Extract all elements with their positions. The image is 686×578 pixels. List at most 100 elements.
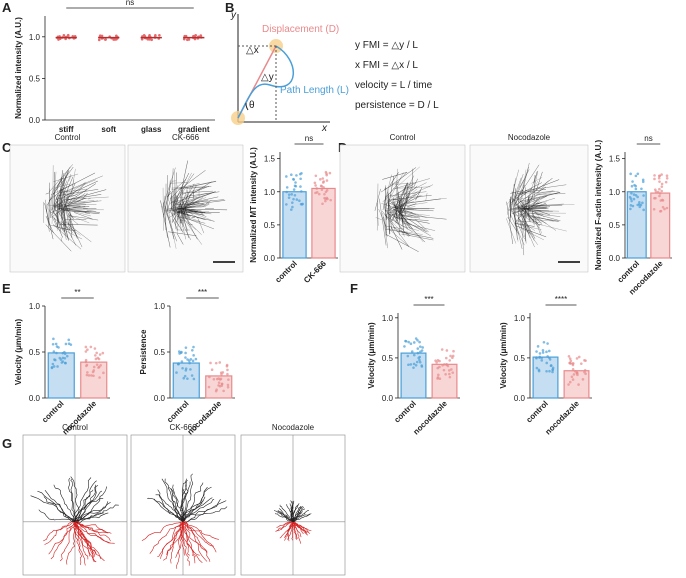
fiber [183,212,198,240]
point [629,172,632,176]
fiber [519,192,561,202]
track [182,497,213,522]
fiber [171,203,210,211]
track [74,477,92,522]
point [412,341,416,344]
y-tick-label: 0.0 [382,394,394,403]
y-tick-label: 1.5 [264,155,276,164]
label: Path Length (L) [280,85,349,96]
fiber [405,185,415,191]
fiber [506,200,511,205]
point [634,187,638,191]
point [323,192,326,196]
fiber [170,185,183,200]
track [43,521,76,542]
fiber [70,200,99,206]
panel-label: A [2,0,12,15]
fiber [68,174,72,182]
point [285,203,288,206]
fiber [391,213,421,219]
track [74,520,112,534]
point [410,350,414,353]
point [208,375,211,379]
fiber [521,223,525,256]
fiber [536,193,566,195]
fiber [397,231,434,239]
fiber [401,219,426,243]
y-tick-label: 0.5 [29,348,41,357]
significance: ns [126,0,134,7]
track [292,521,298,540]
track [292,506,303,522]
point [55,351,58,355]
point [90,374,93,377]
y-axis-label: Normalized intensity (A.U.) [14,17,23,119]
track [74,512,109,523]
fiber [53,216,63,238]
formula: persistence = D / L [355,100,439,111]
fiber [511,197,519,242]
point [85,373,89,377]
fiber [513,203,543,224]
point [325,196,329,200]
fiber [404,209,434,212]
fiber [73,212,93,220]
point [629,204,633,207]
point [102,371,105,375]
fiber [60,221,81,236]
point [95,363,99,366]
track [149,521,184,554]
fiber [516,204,545,217]
fiber [511,210,525,240]
point [581,378,585,381]
point [661,205,665,209]
fiber [393,209,413,213]
point [192,377,196,381]
fiber [65,196,109,200]
fiber [392,210,400,218]
point [441,363,444,367]
point [95,351,98,355]
point [85,363,89,367]
track [182,499,215,522]
point [584,359,587,362]
point [92,365,96,369]
point [660,173,663,176]
track [182,521,196,564]
y-tick-label: 0.0 [29,394,41,403]
fiber [84,212,91,215]
point [226,368,229,372]
fiber [526,174,537,205]
point [630,184,634,188]
point [418,340,421,344]
fiber [185,186,212,190]
fiber [531,215,547,224]
fiber [400,210,419,217]
point [409,342,413,346]
point [419,350,422,354]
fiber [384,167,417,190]
point [62,34,66,37]
point [632,197,636,201]
point [575,357,579,360]
fiber [382,213,389,249]
point [180,350,183,354]
point [538,355,542,359]
fiber [63,175,66,186]
fiber [67,194,77,197]
track [290,500,294,522]
point [567,383,570,386]
point [417,356,420,360]
fiber [54,206,91,217]
fiber [190,209,228,211]
point [59,358,63,361]
point [542,340,546,344]
y-tick-label: 1.0 [514,314,526,323]
fiber [59,172,96,192]
fiber [405,182,408,207]
fiber [62,172,65,201]
point [641,180,645,184]
track [160,521,184,559]
fiber [395,182,414,185]
point [654,196,657,200]
